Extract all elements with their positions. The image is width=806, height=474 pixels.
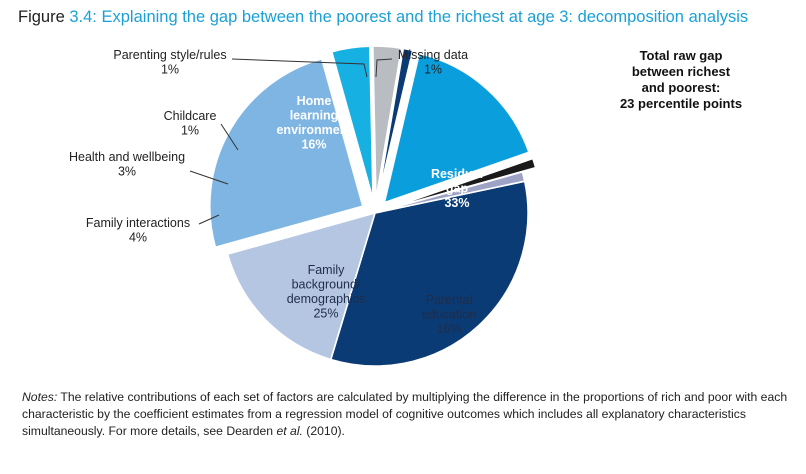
- notes-text: The relative contributions of each set o…: [22, 390, 788, 438]
- pie-slice-residual: [329, 180, 529, 367]
- total-gap-box: Total raw gap between richest and poorest:…: [620, 48, 742, 111]
- figure-label: Figure: [18, 8, 65, 26]
- figure-title: Figure 3.4: Explaining the gap between t…: [18, 8, 748, 27]
- figure-number: 3.4:: [69, 8, 97, 26]
- total-gap-text: Total raw gap between richest and poorest:…: [620, 48, 742, 111]
- slice-label-interactions: Family interactions 4%: [86, 216, 190, 245]
- notes-citation: (2010).: [302, 424, 345, 438]
- leader-line-missing: [375, 58, 393, 78]
- leader-line-childcare: [220, 123, 239, 151]
- leader-line-interactions: [198, 214, 220, 225]
- pie-chart: Residual gap 33% Parental education 16% Family…: [69, 45, 742, 367]
- pie-slice-health: [371, 45, 403, 200]
- pie-slice-interactions: [330, 45, 374, 200]
- pie-slices: [208, 45, 537, 367]
- pie-slice-parenting: [388, 157, 537, 210]
- pie-slice-childcare: [377, 47, 414, 200]
- leader-line-parenting: [231, 58, 368, 78]
- slice-label-parental: Parental education 16%: [422, 293, 476, 336]
- notes: Notes: The relative contributions of eac…: [22, 389, 792, 440]
- slice-label-health: Health and wellbeing 3%: [69, 150, 185, 179]
- slice-label-missing: Missing data 1%: [398, 48, 468, 77]
- figure-title-text: Explaining the gap between the poorest a…: [101, 8, 749, 26]
- leader-line-health: [189, 170, 229, 185]
- slice-label-parenting: Parenting style/rules 1%: [113, 48, 226, 77]
- slice-label-childcare: Childcare 1%: [164, 109, 217, 138]
- pie-slice-home: [383, 52, 530, 204]
- slice-label-home: Home learning environment 16%: [276, 94, 352, 152]
- slice-label-residual: Residual gap 33%: [431, 167, 483, 210]
- slice-label-background: Family background/demographics 25%: [287, 263, 366, 321]
- pie-slice-parental: [226, 211, 377, 361]
- pie-slice-missing: [374, 170, 526, 214]
- pie-slice-background: [208, 57, 364, 249]
- slice-labels: Residual gap 33% Parental education 16% Family…: [69, 48, 483, 336]
- notes-label: Notes:: [22, 390, 58, 404]
- leader-lines: [189, 58, 393, 225]
- notes-et-al: et al.: [276, 424, 303, 438]
